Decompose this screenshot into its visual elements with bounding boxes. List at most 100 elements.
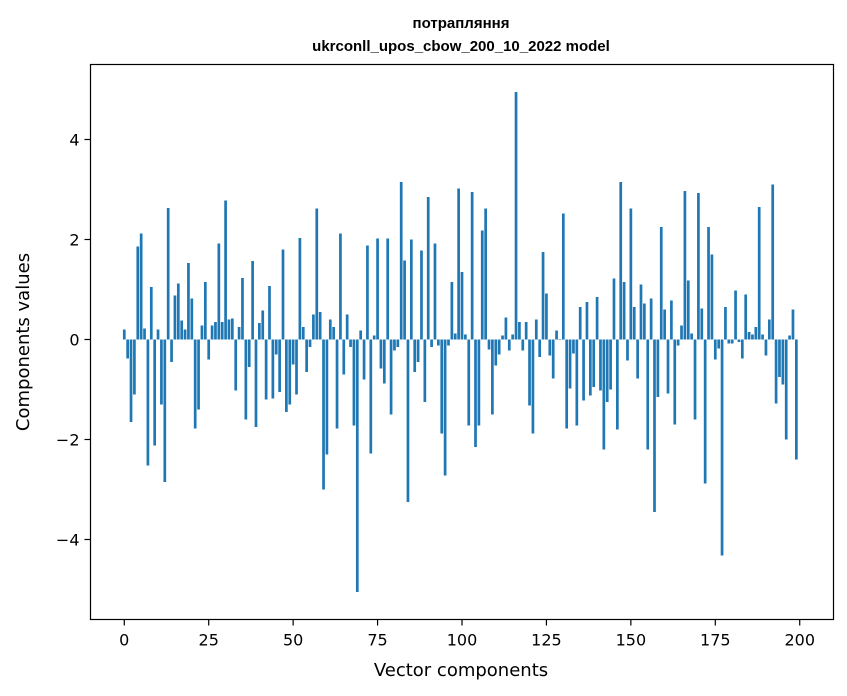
bar-136	[582, 339, 585, 401]
bar-127	[551, 339, 555, 379]
y-tick-label-4: 4	[69, 131, 79, 150]
bar-13	[166, 208, 170, 340]
bar-145	[612, 278, 616, 340]
bar-152	[636, 339, 639, 379]
bar-74	[372, 335, 376, 340]
bar-34	[237, 327, 241, 340]
bar-64	[339, 233, 342, 340]
bar-32	[230, 318, 234, 340]
bar-30	[224, 200, 227, 340]
bar-52	[298, 238, 302, 340]
bar-6	[143, 328, 146, 340]
bar-19	[187, 263, 190, 340]
bar-68	[352, 339, 356, 426]
bar-142	[602, 339, 606, 450]
bar-159	[659, 227, 663, 340]
bars-group	[122, 92, 798, 592]
bar-189	[761, 334, 764, 340]
bar-43	[268, 286, 271, 340]
bar-186	[751, 334, 754, 340]
bar-78	[386, 238, 390, 340]
bar-198	[791, 309, 795, 340]
bar-41	[261, 310, 265, 340]
bar-89	[423, 339, 427, 402]
bar-0	[122, 329, 126, 340]
bar-24	[203, 282, 207, 340]
bar-84	[406, 339, 410, 502]
y-tick-label-0: 0	[69, 331, 79, 350]
bar-71	[362, 339, 366, 380]
bar-16	[176, 283, 180, 340]
bar-73	[369, 339, 373, 454]
bar-36	[244, 339, 248, 420]
bar-42	[264, 339, 268, 400]
bar-125	[545, 293, 548, 340]
bar-69	[355, 339, 359, 592]
bar-96	[447, 339, 450, 346]
bar-194	[778, 339, 781, 377]
bar-59	[322, 339, 325, 490]
bar-77	[382, 339, 386, 384]
x-tick-label-0: 0	[119, 631, 129, 650]
bar-175	[713, 339, 717, 360]
bar-160	[663, 309, 666, 340]
bar-195	[781, 339, 785, 385]
bar-157	[653, 339, 656, 512]
bar-167	[686, 280, 690, 340]
bar-105	[477, 339, 481, 426]
bar-29	[220, 322, 224, 340]
bar-90	[426, 197, 430, 340]
bar-39	[254, 339, 258, 427]
bar-143	[605, 339, 609, 402]
bar-137	[585, 302, 589, 340]
bar-183	[740, 339, 744, 359]
y-axis: −4 −2 0 2 4	[56, 131, 91, 550]
bar-144	[609, 339, 612, 390]
bar-148	[622, 282, 626, 340]
bar-162	[670, 300, 673, 340]
bar-185	[747, 332, 751, 340]
bar-17	[180, 320, 184, 340]
bar-94	[440, 339, 444, 434]
bar-164	[676, 339, 680, 346]
bar-83	[403, 260, 406, 340]
bar-31	[227, 319, 231, 340]
bar-146	[616, 339, 619, 430]
bar-131	[565, 339, 569, 429]
bar-184	[744, 294, 748, 340]
bar-15	[173, 295, 177, 340]
bar-109	[491, 339, 494, 415]
bar-56	[312, 314, 315, 340]
y-tick-label--2: −2	[56, 431, 80, 450]
x-axis: 0 25 50 75 100 125 150 175 200	[119, 619, 815, 650]
bar-58	[318, 312, 322, 340]
bar-55	[308, 339, 312, 347]
bar-18	[183, 329, 187, 340]
bar-169	[693, 339, 697, 420]
bar-110	[494, 339, 498, 366]
bar-121	[531, 339, 535, 434]
bar-191	[767, 319, 771, 340]
y-axis-label: Components values	[13, 253, 34, 431]
bar-47	[281, 249, 285, 340]
bar-106	[480, 230, 484, 340]
bar-190	[764, 339, 768, 356]
bar-174	[710, 254, 714, 340]
bar-28	[217, 243, 221, 340]
bar-163	[673, 339, 677, 425]
bar-130	[561, 213, 565, 340]
bar-153	[639, 284, 643, 340]
bar-119	[524, 322, 528, 340]
bar-193	[774, 339, 778, 404]
bar-2	[129, 339, 133, 422]
bar-172	[703, 339, 707, 484]
bar-197	[788, 335, 791, 340]
bar-92	[433, 243, 437, 340]
x-tick-label-25: 25	[199, 631, 219, 650]
bar-27	[214, 322, 217, 340]
bar-80	[393, 339, 396, 351]
x-tick-label-200: 200	[784, 631, 815, 650]
bar-54	[305, 339, 308, 372]
bar-25	[207, 339, 211, 360]
chart-title-line1: потрапляння	[413, 15, 510, 32]
